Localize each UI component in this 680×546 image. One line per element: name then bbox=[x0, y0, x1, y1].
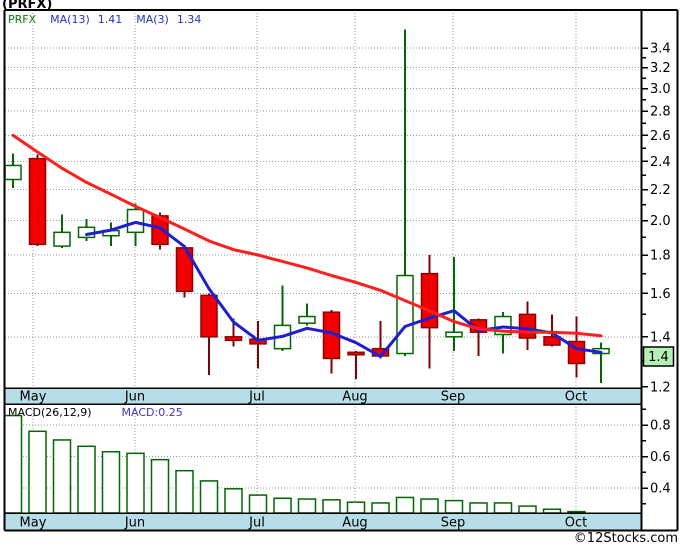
y-tick-label: 0.8 bbox=[650, 419, 671, 434]
macd-bar bbox=[273, 497, 292, 514]
legend-ma13-label: MA(13) bbox=[50, 13, 90, 26]
y-tick-label: 2.4 bbox=[650, 155, 671, 170]
candle-body bbox=[298, 315, 316, 324]
legend-symbol: PRFX bbox=[8, 13, 37, 26]
y-tick-label: 0.4 bbox=[650, 482, 671, 497]
legend-ma3-label: MA(3) bbox=[136, 13, 169, 26]
candle-body bbox=[200, 294, 218, 338]
current-price-tag bbox=[642, 346, 675, 367]
watermark: ©12Stocks.com bbox=[573, 531, 678, 546]
ma3-line bbox=[85, 220, 603, 358]
y-tick-label: 1.2 bbox=[650, 380, 671, 395]
month-label: Jun bbox=[124, 390, 145, 405]
month-label: Sep bbox=[441, 390, 466, 405]
y-tick-label: 3.2 bbox=[650, 61, 671, 76]
candle-body bbox=[4, 164, 22, 181]
y-tick-label: 0.6 bbox=[650, 450, 671, 465]
macd-bar bbox=[199, 480, 219, 514]
y-tick-label: 1.6 bbox=[650, 287, 671, 302]
month-label: May bbox=[20, 516, 47, 531]
candle-body bbox=[543, 336, 561, 346]
macd-bar bbox=[493, 502, 513, 514]
macd-bar bbox=[52, 439, 72, 514]
y-tick-label: 3.0 bbox=[650, 82, 671, 97]
month-label: Aug bbox=[342, 516, 367, 531]
macd-legend: MACD(26,12,9) MACD:0.25 bbox=[8, 406, 183, 419]
month-label: Jul bbox=[248, 516, 265, 531]
candle-body bbox=[518, 313, 537, 339]
legend-ma3-value: 1.34 bbox=[176, 13, 202, 26]
month-label: Sep bbox=[441, 516, 466, 531]
macd-bar bbox=[469, 502, 488, 514]
month-label: Jul bbox=[248, 390, 265, 405]
candle-body bbox=[28, 157, 47, 246]
candle-body bbox=[396, 274, 414, 355]
macd-legend-label: MACD(26,12,9) bbox=[8, 406, 92, 419]
macd-bar bbox=[371, 502, 390, 514]
macd-bar bbox=[322, 499, 341, 514]
macd-bar bbox=[444, 499, 464, 514]
macd-bar bbox=[346, 501, 366, 514]
macd-bar bbox=[420, 498, 439, 514]
price-legend: PRFX MA(13) 1.41 MA(3) 1.34 bbox=[8, 13, 201, 26]
y-tick-label: 2.0 bbox=[650, 214, 671, 229]
macd-bar bbox=[248, 494, 268, 514]
y-tick-label: 3.4 bbox=[650, 42, 671, 57]
current-price-tag-label: 1.4 bbox=[648, 350, 669, 365]
page-title: (PRFX) bbox=[2, 0, 53, 12]
macd-bar bbox=[3, 414, 23, 514]
y-tick-label: 2.8 bbox=[650, 105, 671, 120]
macd-bar bbox=[101, 451, 121, 514]
candle-body bbox=[347, 351, 365, 356]
y-tick-label: 2.2 bbox=[650, 183, 671, 198]
macd-bar bbox=[77, 445, 96, 514]
macd-bar bbox=[175, 469, 194, 514]
macd-bar bbox=[395, 496, 415, 514]
month-label: Aug bbox=[342, 390, 367, 405]
macd-bar bbox=[224, 488, 243, 514]
candle-body bbox=[53, 231, 71, 247]
macd-bar bbox=[126, 452, 145, 514]
month-label: Oct bbox=[565, 516, 587, 531]
month-axis-bar bbox=[4, 388, 641, 404]
macd-bar bbox=[518, 505, 537, 514]
y-tick-label: 1.4 bbox=[650, 330, 671, 345]
macd-legend-value: MACD:0.25 bbox=[121, 406, 183, 419]
month-axis-bar bbox=[4, 513, 641, 531]
month-label: Jun bbox=[124, 516, 145, 531]
macd-bar bbox=[150, 458, 170, 514]
legend-ma13-value: 1.41 bbox=[97, 13, 123, 26]
candle-body bbox=[420, 272, 439, 329]
ma13-line bbox=[11, 133, 603, 338]
y-tick-label: 1.8 bbox=[650, 249, 671, 264]
candle-body bbox=[224, 336, 243, 342]
macd-bar bbox=[297, 498, 317, 514]
month-label: Oct bbox=[565, 390, 587, 405]
candle-body bbox=[445, 331, 463, 338]
month-label: May bbox=[20, 390, 47, 405]
macd-bar bbox=[28, 430, 47, 514]
y-tick-label: 2.6 bbox=[650, 129, 671, 144]
